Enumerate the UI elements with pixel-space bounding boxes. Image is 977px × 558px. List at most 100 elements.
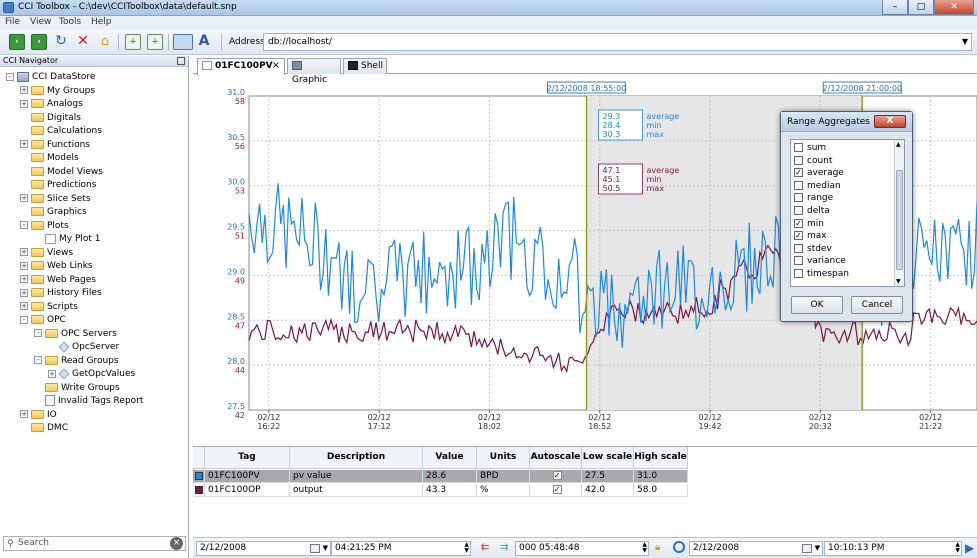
aggregate-option[interactable]: sum [794,142,826,155]
col-tag[interactable]: Tag [205,447,290,469]
tab-01fc100pv[interactable]: 01FC100PV × [197,58,285,75]
stop-icon[interactable]: ✕ [77,33,89,49]
clock-icon[interactable] [673,541,685,553]
table-cell-autoscale[interactable]: ✓ [530,470,582,483]
tree-item[interactable]: + History Files [20,287,102,300]
aggregate-checkbox[interactable] [794,256,803,266]
dialog-close-button[interactable]: X [874,115,906,128]
col-low-scale[interactable]: Low scale [582,447,634,469]
col-autoscale[interactable]: Autoscale [530,447,582,469]
collapse-icon[interactable]: - [6,72,14,81]
trend-chart[interactable]: 02/12 16:22 02/12 17:12 02/12 18:02 02/12 18:52… [193,74,977,444]
layout-toggle-icon[interactable] [173,34,193,50]
expand-icon[interactable]: + [20,261,28,270]
maximize-button[interactable]: □ [908,0,934,15]
aggregate-checkbox[interactable] [794,180,803,190]
tab-shell[interactable]: Shell [343,58,387,74]
aggregate-option[interactable]: timespan [794,268,849,281]
span-field[interactable]: 000 05:48:48 ▲ ▼ [515,541,649,556]
tree-item[interactable]: - OPC Servers [34,328,117,341]
clear-search-icon[interactable]: × [170,537,183,550]
aggregate-option[interactable]: count [794,155,832,168]
lock-icon[interactable]: 🔒︎ [655,542,661,553]
menu-file[interactable]: File [5,17,21,27]
aggregate-option[interactable]: median [794,180,841,193]
expand-icon[interactable]: + [20,99,28,108]
menu-tools[interactable]: Tools [59,17,82,27]
shift-left-icon[interactable]: ⇇ [481,542,490,553]
list-scrollbar[interactable]: ▲ ▼ [894,140,904,286]
tree-item[interactable]: - OPC [20,314,66,327]
scroll-up-icon[interactable]: ▲ [896,141,901,148]
tree-item[interactable]: + GetOpcValues [48,368,135,381]
expand-icon[interactable]: + [20,86,28,94]
tree-item[interactable]: My Plot 1 [34,233,101,246]
tree-item[interactable]: Invalid Tags Report [34,395,143,408]
col-units[interactable]: Units [477,447,530,469]
tree-item[interactable]: Models [20,152,79,165]
shift-right-icon[interactable]: ⇉ [500,542,509,553]
start-time-field[interactable]: 04:21:25 PM ▲ ▼ [331,541,471,556]
tree-item[interactable]: DMC [20,422,68,435]
tree-item[interactable]: OpcServer [48,341,119,354]
tree-item[interactable]: Graphics [20,206,87,219]
aggregate-checkbox[interactable] [794,206,803,215]
start-date-field[interactable]: 2/12/2008 ▼ [196,541,331,556]
font-icon[interactable]: A [198,33,210,49]
expand-icon[interactable]: + [20,302,28,310]
add-item-icon[interactable]: + [147,34,163,50]
cursor-label-box[interactable] [822,81,902,94]
calendar-icon[interactable] [802,544,812,553]
aggregate-checkbox[interactable]: ✓ [794,218,803,228]
cancel-button[interactable]: Cancel [851,296,903,314]
collapse-icon[interactable]: - [20,221,28,229]
spinner-icon[interactable]: ▲ ▼ [642,541,647,554]
col-value[interactable]: Value [423,447,477,469]
aggregate-option[interactable]: stdev [794,243,832,256]
aggregate-checkbox[interactable] [794,243,803,253]
ok-button[interactable]: OK [791,296,843,314]
aggregate-checkbox[interactable] [794,269,803,278]
search-input[interactable]: ⚲ Search × [3,536,186,551]
end-time-field[interactable]: 10:10:13 PM ▲ ▼ [824,541,962,556]
tree-item[interactable]: + Views [20,247,73,260]
aggregate-checkbox[interactable] [794,143,803,152]
col-high-scale[interactable]: High scale [634,447,688,469]
collapse-icon[interactable]: - [34,329,42,337]
tree-item[interactable]: + IO [20,409,57,422]
expand-icon[interactable]: + [20,275,28,283]
aggregate-option[interactable]: delta [794,205,830,218]
expand-icon[interactable]: + [48,369,56,378]
aggregate-checkbox[interactable]: ✓ [794,168,803,178]
tree-item[interactable]: Calculations [20,125,102,138]
autoscale-checkbox[interactable]: ✓ [552,485,562,494]
tree-item[interactable]: + Web Pages [20,274,96,287]
tree-item[interactable]: Write Groups [34,382,120,395]
tree-item[interactable]: Digitals [20,112,81,125]
spinner-icon[interactable]: ▲ ▼ [955,541,960,554]
expand-icon[interactable]: + [20,140,28,148]
expand-icon[interactable]: + [20,248,28,256]
aggregate-option[interactable]: range [794,192,833,205]
tree-item[interactable]: Model Views [20,166,103,179]
aggregate-option[interactable]: ✓ average [794,167,844,180]
scroll-thumb[interactable] [896,170,903,270]
back-icon[interactable]: ‹ [9,34,25,50]
series-color-swatch[interactable] [193,470,205,483]
collapse-icon[interactable]: - [20,315,28,324]
refresh-icon[interactable]: ↻ [55,33,67,49]
aggregate-checkbox[interactable] [794,193,803,203]
tab-graphic[interactable]: Graphic [287,58,341,85]
series-color-swatch[interactable] [193,484,205,497]
aggregate-checkbox[interactable]: ✓ [794,231,803,241]
home-icon[interactable]: ⌂ [100,34,110,49]
chevron-down-icon[interactable]: ▼ [322,544,328,552]
tree-item[interactable]: Predictions [20,179,96,192]
chevron-down-icon[interactable]: ▼ [814,544,820,552]
tree-item[interactable]: + Web Links [20,260,93,273]
end-date-field[interactable]: 2/12/2008 ▼ [689,541,823,556]
address-field[interactable]: db://localhost/ ▼ [263,33,972,51]
pin-icon[interactable] [177,57,185,65]
forward-icon[interactable]: › [31,34,47,50]
tree-item[interactable]: - Plots [20,220,69,233]
